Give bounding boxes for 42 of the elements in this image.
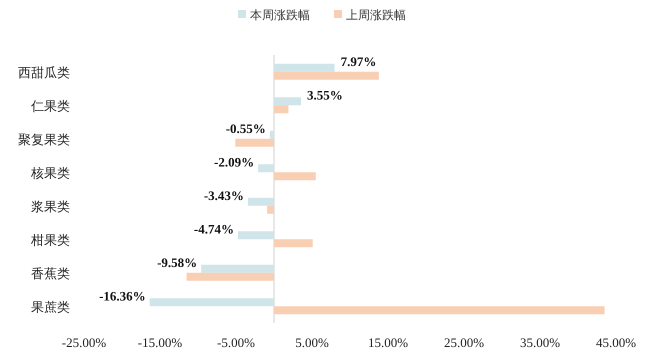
x-tick-label: 25.00% bbox=[444, 335, 484, 350]
data-label: 3.55% bbox=[306, 87, 343, 102]
bar bbox=[235, 138, 274, 147]
bar bbox=[274, 97, 301, 106]
bar bbox=[270, 130, 274, 139]
bar bbox=[274, 72, 379, 80]
bar bbox=[186, 272, 274, 281]
y-tick-label: 仁果类 bbox=[30, 99, 70, 114]
x-tick-label: -5.00% bbox=[217, 335, 256, 350]
bar bbox=[274, 306, 605, 314]
bar bbox=[258, 164, 274, 172]
data-label: 7.97% bbox=[340, 54, 376, 69]
data-label: -16.36% bbox=[99, 288, 146, 304]
data-label: -3.43% bbox=[204, 188, 244, 203]
x-tick-label: 5.00% bbox=[295, 335, 329, 350]
bar bbox=[267, 206, 274, 214]
bar bbox=[150, 298, 274, 306]
y-tick-label: 浆果类 bbox=[31, 200, 70, 215]
x-tick-label: -15.00% bbox=[138, 335, 182, 350]
bar bbox=[274, 172, 316, 180]
bar bbox=[274, 105, 288, 114]
bar bbox=[274, 64, 335, 72]
x-tick-label: 35.00% bbox=[520, 335, 560, 350]
legend-label: 上周涨跌幅 bbox=[346, 8, 406, 22]
bar bbox=[201, 264, 274, 273]
bar bbox=[248, 198, 274, 206]
y-tick-label: 西甜瓜类 bbox=[18, 66, 70, 81]
x-tick-label: -25.00% bbox=[62, 335, 106, 350]
y-tick-label: 果蔗类 bbox=[31, 300, 70, 316]
data-label: -9.58% bbox=[157, 254, 198, 270]
y-tick-label: 香蕉类 bbox=[31, 266, 70, 282]
legend-label: 本周涨跌幅 bbox=[250, 8, 310, 22]
data-label: -4.74% bbox=[194, 221, 234, 236]
data-label: -2.09% bbox=[214, 154, 254, 170]
y-tick-label: 聚复果类 bbox=[18, 132, 70, 148]
x-tick-label: 45.00% bbox=[596, 335, 636, 350]
y-tick-label: 核果类 bbox=[30, 166, 70, 182]
bar bbox=[274, 239, 313, 248]
data-label: -0.55% bbox=[226, 120, 266, 136]
x-tick-label: 15.00% bbox=[368, 335, 408, 350]
y-tick-label: 柑果类 bbox=[30, 233, 70, 248]
bar bbox=[238, 231, 274, 240]
